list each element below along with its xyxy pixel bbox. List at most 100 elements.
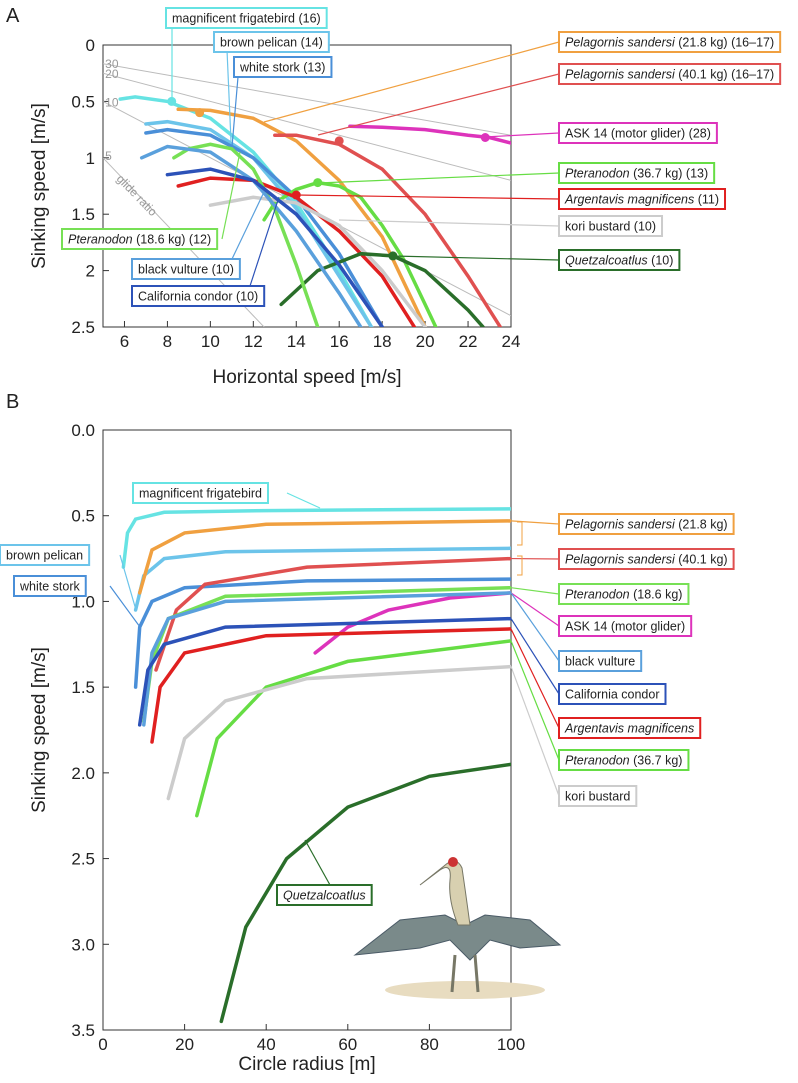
series-label-text: (11) [694, 193, 719, 207]
leader-line [120, 555, 136, 610]
series-label: ASK 14 (motor glider) [565, 620, 685, 634]
series-label-italic: Argentavis magnificens [564, 722, 694, 736]
series-label: Pteranodon (36.7 kg) [565, 754, 682, 768]
leader-line [318, 173, 559, 183]
panel-label: B [6, 391, 19, 413]
series-label: Pteranodon (36.7 kg) (13) [565, 167, 708, 181]
point [335, 136, 344, 145]
y-tick-label: 3.0 [71, 935, 95, 954]
curve [197, 641, 511, 816]
x-axis-label: Horizontal speed [m/s] [212, 367, 401, 388]
series-label: brown pelican (14) [220, 36, 323, 50]
x-tick-label: 0 [98, 1035, 107, 1054]
series-label: Pelagornis sandersi (21.8 kg) (16–17) [565, 36, 774, 50]
glide-ratio-label: 5 [105, 149, 112, 163]
x-tick-label: 18 [373, 332, 392, 351]
series-label: black vulture [565, 655, 635, 669]
y-axis-label: Sinking speed [m/s] [29, 647, 50, 813]
series-label: Quetzalcoatlus (10) [565, 254, 673, 268]
x-tick-label: 16 [330, 332, 349, 351]
pterosaur-illustration [355, 857, 560, 999]
glide-ratio-text: glide ratio [114, 172, 160, 219]
series-label-italic: Pteranodon [565, 167, 630, 181]
leader-line [511, 593, 559, 626]
x-tick-label: 80 [420, 1035, 439, 1054]
y-tick-label: 1.5 [71, 205, 95, 224]
series-label: Pteranodon (18.6 kg) (12) [68, 233, 211, 247]
series-label-italic: Pteranodon [68, 233, 133, 247]
series-label: Pteranodon (18.6 kg) [565, 588, 682, 602]
x-tick-label: 40 [257, 1035, 276, 1054]
series-label-text: (21.8 kg) [675, 518, 728, 532]
curve [156, 559, 511, 670]
glide-ratio-label: 10 [105, 96, 119, 110]
series-label: kori bustard [565, 790, 630, 804]
leader-line [511, 667, 559, 796]
series-label-text: (18.6 kg) [630, 588, 683, 602]
series-label: kori bustard (10) [565, 220, 656, 234]
y-tick-label: 0 [86, 36, 95, 55]
glide-ratio-label: 20 [105, 67, 119, 81]
series-label: Pelagornis sandersi (40.1 kg) [565, 553, 728, 567]
series-label-text: (18.6 kg) (12) [133, 233, 212, 247]
series-label-italic: Pteranodon [565, 588, 630, 602]
leader-line [318, 74, 559, 135]
x-tick-label: 20 [175, 1035, 194, 1054]
series-label: Quetzalcoatlus [283, 889, 366, 903]
series-label: Argentavis magnificens (11) [564, 193, 719, 207]
series-label: California condor [565, 688, 660, 702]
x-tick-label: 8 [163, 332, 172, 351]
x-tick-label: 6 [120, 332, 129, 351]
x-tick-label: 12 [244, 332, 263, 351]
series-label: magnificent frigatebird (16) [172, 12, 321, 26]
series-label-text: (10) [648, 254, 674, 268]
series-label-text: (40.1 kg) (16–17) [675, 68, 774, 82]
series-label: black vulture (10) [138, 263, 234, 277]
leader-line [511, 619, 559, 694]
panel-label: A [6, 5, 20, 27]
leader-line [264, 42, 559, 122]
curve [281, 254, 483, 327]
y-tick-label: 2.5 [71, 850, 95, 869]
leader-line [305, 840, 330, 885]
series-label: Argentavis magnificens [564, 722, 694, 736]
series-label: magnificent frigatebird [139, 487, 262, 501]
series-label-italic: Pelagornis sandersi [565, 36, 676, 50]
leader-line [250, 197, 279, 286]
x-tick-label: 22 [459, 332, 478, 351]
series-label-italic: Pelagornis sandersi [565, 553, 676, 567]
x-tick-label: 60 [338, 1035, 357, 1054]
curve [152, 629, 511, 742]
series-label-text: (36.7 kg) (13) [630, 167, 709, 181]
y-tick-label: 0.5 [71, 92, 95, 111]
x-tick-label: 14 [287, 332, 306, 351]
series-label: ASK 14 (motor glider) (28) [565, 127, 711, 141]
curve [144, 593, 511, 725]
y-tick-label: 2 [86, 262, 95, 281]
y-tick-label: 2.5 [71, 318, 95, 337]
y-tick-label: 0.0 [71, 421, 95, 440]
leader-line [511, 629, 559, 728]
leader-line [393, 256, 559, 260]
leader-line [296, 195, 559, 199]
series-label-italic: Pelagornis sandersi [565, 68, 676, 82]
series-label-italic: Quetzalcoatlus [283, 889, 366, 903]
x-tick-label: 10 [201, 332, 220, 351]
x-tick-label: 24 [502, 332, 521, 351]
leader-line [227, 50, 231, 141]
series-label-italic: Pelagornis sandersi [565, 518, 676, 532]
leader-line [287, 493, 320, 508]
series-label: white stork [19, 580, 80, 594]
series-label-italic: Pteranodon [565, 754, 630, 768]
plot-area [123, 509, 511, 1022]
x-tick-label: 100 [497, 1035, 525, 1054]
series-label: brown pelican [6, 549, 83, 563]
series-label: white stork (13) [239, 61, 325, 75]
y-tick-label: 3.5 [71, 1021, 95, 1040]
point [195, 108, 204, 117]
x-tick-label: 20 [416, 332, 435, 351]
y-axis-label: Sinking speed [m/s] [29, 103, 50, 269]
series-label: Pelagornis sandersi (40.1 kg) (16–17) [565, 68, 774, 82]
curve [168, 667, 511, 799]
bracket [517, 522, 522, 545]
